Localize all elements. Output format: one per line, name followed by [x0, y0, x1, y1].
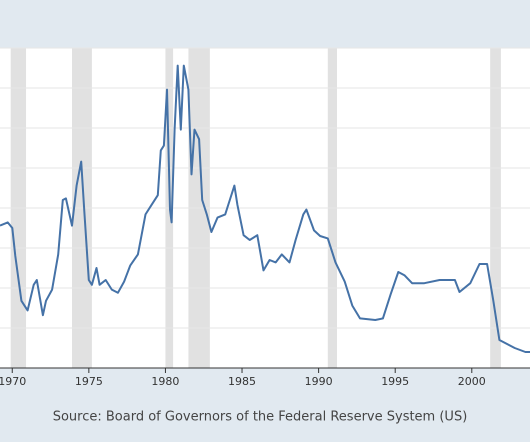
x-tick-label: 1975 — [75, 375, 103, 388]
x-tick-label: 1990 — [305, 375, 333, 388]
x-tick-label: 1985 — [228, 375, 256, 388]
x-tick-label: 2000 — [458, 375, 486, 388]
x-tick-label: 1995 — [381, 375, 409, 388]
series-line — [0, 64, 530, 353]
x-tick-label: 1980 — [151, 375, 179, 388]
x-tick-label: 1970 — [0, 375, 26, 388]
source-note: Source: Board of Governors of the Federa… — [53, 410, 468, 425]
